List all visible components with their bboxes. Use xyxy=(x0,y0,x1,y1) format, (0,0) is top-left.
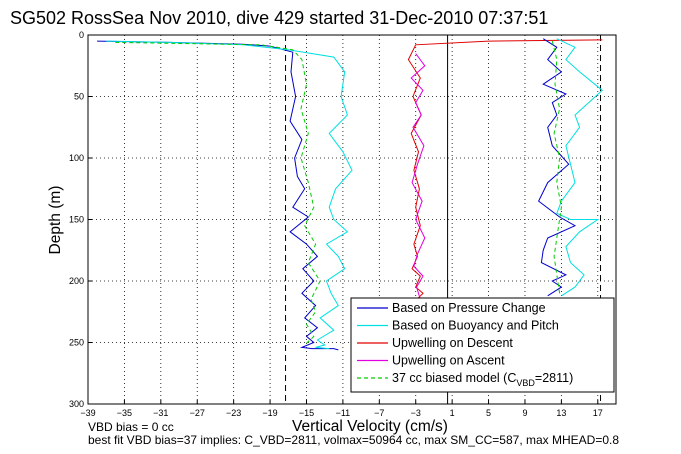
series-line xyxy=(410,53,426,300)
legend-item: Based on Pressure Change xyxy=(357,301,546,315)
y-tick-label: 150 xyxy=(69,215,84,225)
y-tick-label: 250 xyxy=(69,338,84,348)
y-tick-label: 300 xyxy=(69,399,84,409)
x-tick-label: 1 xyxy=(450,408,455,418)
series-line xyxy=(556,38,604,297)
legend-label: Based on Pressure Change xyxy=(392,301,546,315)
x-tick-label: −3 xyxy=(411,408,421,418)
x-tick-label: 5 xyxy=(486,408,491,418)
vbd-bias-note: VBD bias = 0 cc xyxy=(88,420,174,434)
chart-title: SG502 RossSea Nov 2010, dive 429 started… xyxy=(10,8,548,28)
x-tick-label: −31 xyxy=(153,408,168,418)
x-tick-label: 13 xyxy=(556,408,566,418)
y-tick-label: 50 xyxy=(74,92,84,102)
series-line xyxy=(407,39,603,304)
legend-item: Based on Buoyancy and Pitch xyxy=(357,319,559,333)
x-tick-label: −35 xyxy=(117,408,132,418)
x-tick-label: −27 xyxy=(190,408,205,418)
x-axis-label: Vertical Velocity (cm/s) xyxy=(292,418,448,435)
legend-item: Upwelling on Descent xyxy=(357,336,513,350)
y-tick-label: 0 xyxy=(79,30,84,40)
x-tick-label: 9 xyxy=(522,408,527,418)
x-tick-label: −15 xyxy=(299,408,314,418)
x-tick-label: −11 xyxy=(336,408,351,418)
y-axis-label: Depth (m) xyxy=(47,186,64,255)
best-fit-note: best fit VBD bias=37 implies: C_VBD=2811… xyxy=(88,433,620,447)
x-tick-label: −7 xyxy=(374,408,384,418)
legend-item: Upwelling on Ascent xyxy=(357,354,505,368)
x-tick-label: −39 xyxy=(80,408,95,418)
legend: Based on Pressure Change Based on Buoyanc… xyxy=(350,297,615,393)
legend-label: Based on Buoyancy and Pitch xyxy=(392,319,559,333)
y-tick-label: 100 xyxy=(69,153,84,163)
data-series xyxy=(97,38,604,351)
x-tick-label: −19 xyxy=(262,408,277,418)
y-tick-label: 200 xyxy=(69,276,84,286)
legend-label: Upwelling on Descent xyxy=(392,336,513,350)
x-tick-label: 17 xyxy=(593,408,603,418)
legend-label: Upwelling on Ascent xyxy=(392,354,505,368)
y-axis-ticks: 0 50 100 150 200 250 300 xyxy=(69,30,92,409)
x-axis-ticks: −39 −35 −31 −27 −23 −19 −15 −11 −7 −3 1 5 9 13 17 xyxy=(80,400,603,418)
x-tick-label: −23 xyxy=(226,408,241,418)
series-line xyxy=(551,40,562,294)
series-line xyxy=(106,40,353,350)
series-line xyxy=(115,41,321,346)
legend-box xyxy=(350,297,615,393)
series-line xyxy=(97,40,339,351)
